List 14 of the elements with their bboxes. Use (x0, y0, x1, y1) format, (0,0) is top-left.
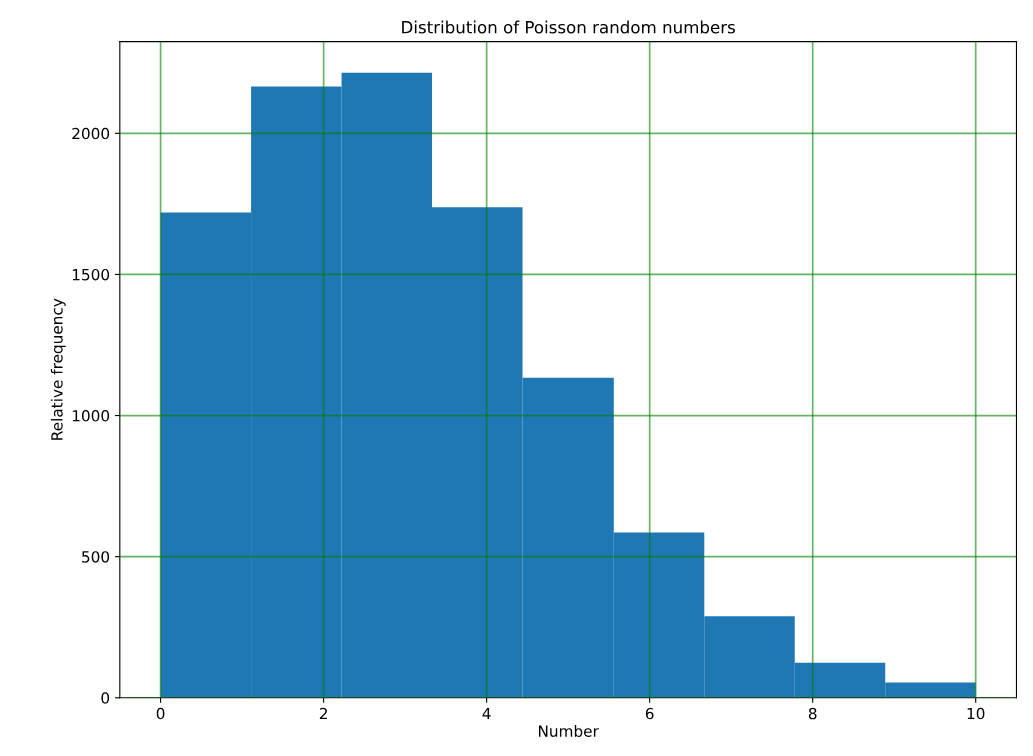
x-tick-label: 2 (319, 707, 327, 720)
x-axis-title: Number (538, 725, 599, 737)
chart-title: Distribution of Poisson random numbers (402, 20, 735, 34)
y-tick-label: 1000 (72, 410, 110, 422)
x-tick-label: 6 (645, 707, 654, 720)
x-tick-label: 8 (808, 707, 817, 720)
y-tick-label: 1500 (72, 268, 110, 281)
y-axis-title: Relative frequency (50, 298, 66, 440)
y-tick-label: 0 (101, 692, 110, 704)
x-tick-label: 0 (156, 707, 165, 720)
y-tick-label: 2000 (72, 127, 110, 140)
x-tick-label: 10 (967, 707, 985, 720)
x-tick-label: 4 (482, 707, 491, 720)
y-tick-label: 500 (82, 551, 110, 563)
